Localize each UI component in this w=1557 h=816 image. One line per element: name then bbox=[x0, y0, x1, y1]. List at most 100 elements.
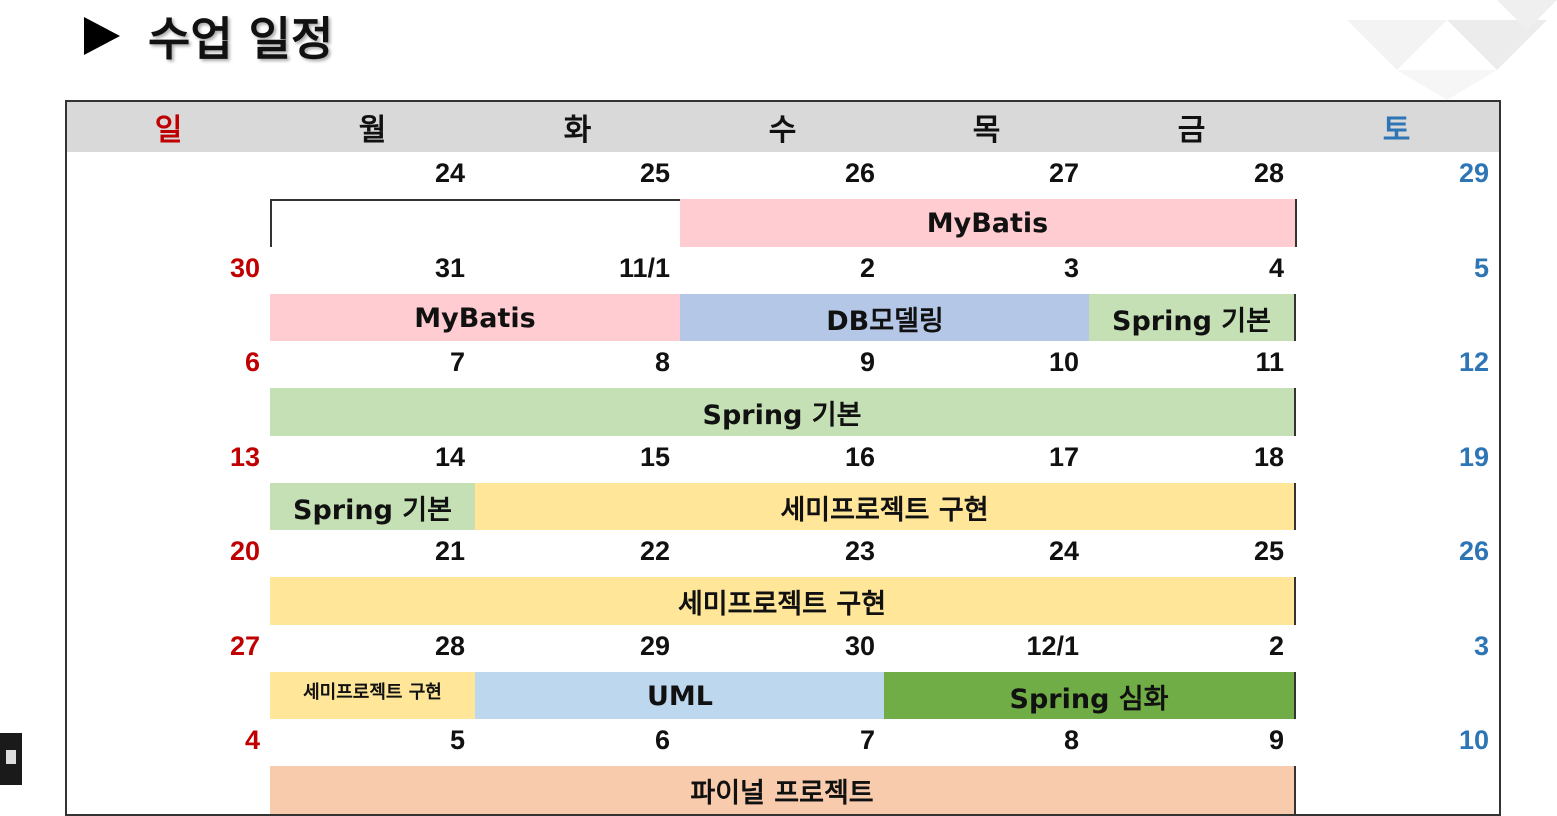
day-cell[interactable]: 16 bbox=[680, 436, 887, 485]
day-cell[interactable]: 9 bbox=[1089, 719, 1296, 768]
day-cell[interactable]: 24 bbox=[884, 530, 1091, 579]
day-cell[interactable]: 7 bbox=[270, 341, 477, 390]
day-number: 11 bbox=[1255, 347, 1284, 377]
event-bar[interactable]: MyBatis bbox=[680, 199, 1297, 249]
day-cell[interactable]: 10 bbox=[884, 341, 1091, 390]
day-cell[interactable]: 28 bbox=[1089, 152, 1296, 201]
day-cell[interactable]: 11 bbox=[1089, 341, 1296, 390]
day-cell[interactable]: 28 bbox=[270, 625, 477, 674]
day-number: 7 bbox=[449, 347, 465, 377]
day-cell[interactable]: 30 bbox=[65, 247, 272, 344]
day-number: 20 bbox=[229, 536, 260, 566]
day-number: 18 bbox=[1253, 442, 1284, 472]
day-number: 13 bbox=[229, 442, 260, 472]
day-cell[interactable]: 8 bbox=[884, 719, 1091, 768]
day-cell[interactable]: 5 bbox=[270, 719, 477, 768]
day-cell[interactable]: 5 bbox=[1294, 247, 1501, 344]
event-bar[interactable]: DB모델링 bbox=[680, 294, 1092, 344]
day-number: 4 bbox=[1268, 253, 1284, 283]
day-cell[interactable]: 3 bbox=[1294, 625, 1501, 722]
day-cell[interactable]: 14 bbox=[270, 436, 477, 485]
day-number: 29 bbox=[1458, 158, 1489, 188]
day-cell[interactable]: 15 bbox=[475, 436, 682, 485]
day-number: 3 bbox=[1473, 631, 1489, 661]
day-number: 30 bbox=[844, 631, 875, 661]
day-cell[interactable]: 26 bbox=[1294, 530, 1501, 627]
day-number: 11/1 bbox=[618, 253, 670, 283]
day-cell[interactable]: 12/1 bbox=[884, 625, 1091, 674]
day-number: 6 bbox=[244, 347, 260, 377]
day-cell[interactable]: 23 bbox=[680, 530, 887, 579]
day-cell[interactable]: 26 bbox=[680, 152, 887, 201]
weekday-header: 수 bbox=[680, 100, 887, 154]
event-bar[interactable]: MyBatis bbox=[270, 294, 682, 344]
calendar-grid: 일 월 화 수 목 금 토 24 25 26 27 28 29 MyBatis 30 31 11/1 2 3 4 5 My… bbox=[65, 100, 1501, 816]
weekday-header: 화 bbox=[475, 100, 682, 154]
day-cell[interactable]: 6 bbox=[475, 719, 682, 768]
day-number: 4 bbox=[244, 725, 260, 755]
day-number: 10 bbox=[1048, 347, 1079, 377]
day-cell[interactable]: 25 bbox=[1089, 530, 1296, 579]
event-bar[interactable]: Spring 기본 bbox=[1089, 294, 1296, 344]
day-cell[interactable]: 17 bbox=[884, 436, 1091, 485]
day-cell[interactable]: 9 bbox=[680, 341, 887, 390]
day-number: 16 bbox=[844, 442, 875, 472]
day-number: 8 bbox=[654, 347, 670, 377]
weekday-header: 토 bbox=[1294, 100, 1501, 154]
day-number: 12/1 bbox=[1026, 631, 1079, 661]
day-cell[interactable]: 30 bbox=[680, 625, 887, 674]
day-cell[interactable]: 8 bbox=[475, 341, 682, 390]
page-title: 수업 일정 bbox=[84, 4, 333, 68]
event-bar[interactable]: 파이널 프로젝트 bbox=[270, 766, 1296, 816]
day-number: 31 bbox=[434, 253, 465, 283]
day-cell[interactable]: 20 bbox=[65, 530, 272, 627]
day-cell[interactable]: 4 bbox=[65, 719, 272, 816]
day-cell[interactable]: 29 bbox=[475, 625, 682, 674]
day-cell[interactable]: 4 bbox=[1089, 247, 1296, 296]
day-number: 2 bbox=[859, 253, 875, 283]
weekday-header: 월 bbox=[270, 100, 477, 154]
day-number: 15 bbox=[639, 442, 670, 472]
day-number: 28 bbox=[434, 631, 465, 661]
day-number: 6 bbox=[654, 725, 670, 755]
page-title-text: 수업 일정 bbox=[148, 12, 334, 66]
day-number: 7 bbox=[859, 725, 875, 755]
day-number: 10 bbox=[1458, 725, 1489, 755]
day-cell[interactable]: 2 bbox=[1089, 625, 1296, 674]
side-panel-handle[interactable] bbox=[0, 733, 22, 785]
event-bar[interactable]: UML bbox=[475, 672, 887, 722]
day-cell[interactable]: 10 bbox=[1294, 719, 1501, 816]
day-cell[interactable]: 29 bbox=[1294, 152, 1501, 249]
day-cell[interactable]: 27 bbox=[65, 625, 272, 722]
day-cell[interactable]: 7 bbox=[680, 719, 887, 768]
day-cell[interactable]: 31 bbox=[270, 247, 477, 296]
day-cell[interactable]: 22 bbox=[475, 530, 682, 579]
day-cell[interactable]: 2 bbox=[680, 247, 887, 296]
day-cell[interactable]: 6 bbox=[65, 341, 272, 438]
day-number: 28 bbox=[1253, 158, 1284, 188]
day-number: 25 bbox=[639, 158, 670, 188]
day-cell[interactable]: 12 bbox=[1294, 341, 1501, 438]
day-cell[interactable]: 21 bbox=[270, 530, 477, 579]
day-number: 9 bbox=[1268, 725, 1284, 755]
day-number: 26 bbox=[1458, 536, 1489, 566]
event-bar[interactable]: Spring 기본 bbox=[270, 388, 1296, 438]
event-bar[interactable]: 세미프로젝트 구현 bbox=[270, 577, 1296, 627]
event-bar[interactable]: 세미프로젝트 구현 bbox=[270, 672, 477, 722]
event-bar[interactable]: 세미프로젝트 구현 bbox=[475, 483, 1296, 533]
day-cell[interactable]: 27 bbox=[884, 152, 1091, 201]
day-cell[interactable] bbox=[65, 152, 272, 249]
day-cell[interactable]: 18 bbox=[1089, 436, 1296, 485]
event-bar[interactable]: Spring 기본 bbox=[270, 483, 477, 533]
day-cell[interactable]: 24 bbox=[270, 152, 477, 201]
day-number: 19 bbox=[1458, 442, 1489, 472]
day-number: 27 bbox=[229, 631, 260, 661]
day-cell[interactable]: 3 bbox=[884, 247, 1091, 296]
day-number: 9 bbox=[859, 347, 875, 377]
day-cell[interactable]: 13 bbox=[65, 436, 272, 533]
day-cell[interactable]: 19 bbox=[1294, 436, 1501, 533]
day-number: 12 bbox=[1458, 347, 1489, 377]
event-bar[interactable]: Spring 심화 bbox=[884, 672, 1296, 722]
day-cell[interactable]: 11/1 bbox=[475, 247, 682, 296]
day-cell[interactable]: 25 bbox=[475, 152, 682, 201]
